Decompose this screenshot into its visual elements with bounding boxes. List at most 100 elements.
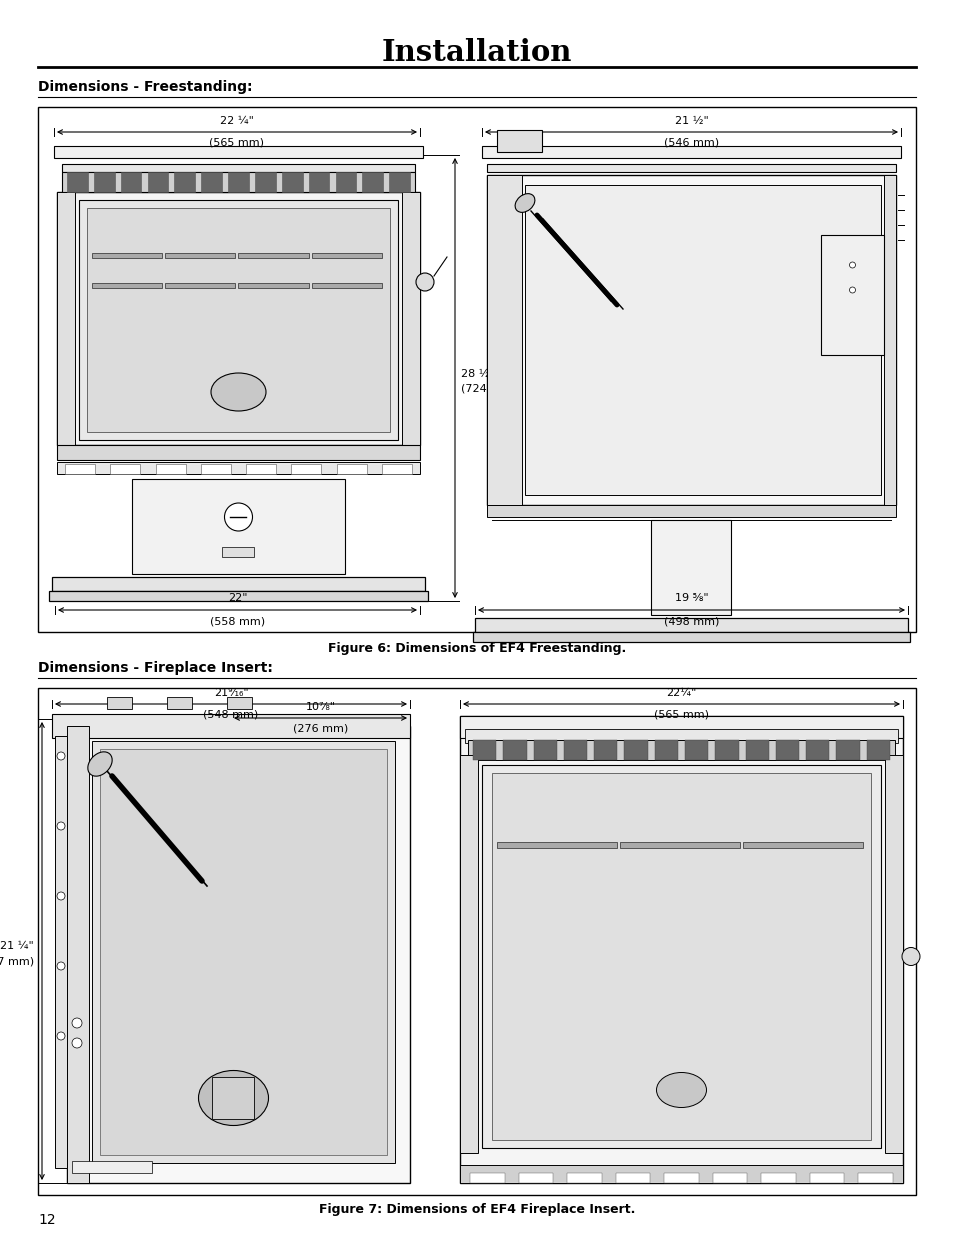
Bar [111, 464, 140, 474]
Bar [65, 464, 95, 474]
Circle shape [416, 273, 434, 291]
Bar [165, 283, 235, 288]
Bar [55, 736, 67, 1168]
Bar [459, 755, 477, 1153]
Bar [38, 107, 915, 632]
Bar [615, 1173, 650, 1183]
Text: Figure 7: Dimensions of EF4 Fireplace Insert.: Figure 7: Dimensions of EF4 Fireplace In… [318, 1203, 635, 1216]
Bar [619, 842, 740, 848]
Bar [497, 842, 617, 848]
Bar [87, 207, 390, 432]
Bar [335, 172, 355, 191]
Text: (276 mm): (276 mm) [293, 722, 348, 734]
Bar [742, 842, 862, 848]
Bar [238, 253, 309, 258]
Bar [459, 1165, 902, 1183]
Bar [459, 716, 902, 1183]
Bar [49, 592, 428, 601]
Bar [883, 175, 895, 505]
Bar [121, 172, 141, 191]
Ellipse shape [88, 752, 112, 776]
Bar [624, 740, 647, 760]
Bar [228, 172, 249, 191]
Bar [760, 1173, 795, 1183]
Bar [459, 716, 902, 739]
Circle shape [71, 1018, 82, 1028]
Bar [464, 729, 897, 743]
Bar [38, 688, 915, 1195]
Bar [148, 172, 168, 191]
Bar [107, 697, 132, 709]
Ellipse shape [198, 1071, 268, 1125]
Bar [246, 464, 276, 474]
Text: 22 ¼": 22 ¼" [220, 116, 253, 126]
Bar [486, 164, 895, 172]
Text: 28 ½": 28 ½" [460, 369, 495, 379]
Text: (548 mm): (548 mm) [203, 709, 258, 719]
Bar [492, 773, 870, 1140]
Ellipse shape [515, 194, 535, 212]
Bar [468, 740, 894, 760]
Bar [254, 172, 275, 191]
Bar [57, 191, 75, 445]
Bar [858, 1173, 892, 1183]
Bar [518, 1173, 553, 1183]
Bar [71, 1161, 152, 1173]
Bar [238, 283, 309, 288]
Bar [663, 1173, 699, 1183]
Bar [533, 740, 557, 760]
Bar [155, 464, 186, 474]
Bar [566, 1173, 601, 1183]
Bar [222, 547, 254, 557]
Bar [821, 235, 883, 354]
Bar [654, 740, 678, 760]
Text: Dimensions - Fireplace Insert:: Dimensions - Fireplace Insert: [38, 661, 273, 676]
Circle shape [57, 823, 65, 830]
Bar [200, 464, 231, 474]
Bar [381, 464, 412, 474]
Text: Installation: Installation [381, 37, 572, 67]
Bar [201, 172, 222, 191]
Text: 21⁹⁄₁₆": 21⁹⁄₁₆" [213, 688, 248, 698]
Bar [281, 172, 302, 191]
Bar [57, 445, 419, 459]
Bar [62, 172, 415, 191]
Bar [165, 253, 235, 258]
Bar [836, 740, 859, 760]
Bar [563, 740, 586, 760]
Bar [132, 479, 345, 574]
Bar [503, 740, 526, 760]
Bar [651, 520, 731, 615]
Bar [745, 740, 768, 760]
Bar [291, 464, 321, 474]
Bar [91, 283, 162, 288]
Bar [227, 697, 252, 709]
Circle shape [224, 503, 253, 531]
Bar [712, 1173, 746, 1183]
Bar [362, 172, 383, 191]
Bar [54, 146, 422, 158]
Text: 12: 12 [38, 1213, 55, 1228]
Bar [91, 741, 395, 1163]
Bar [809, 1173, 843, 1183]
Text: (565 mm): (565 mm) [654, 709, 708, 719]
Bar [67, 726, 89, 1183]
Bar [805, 740, 828, 760]
Text: 22¼": 22¼" [665, 688, 696, 698]
Ellipse shape [656, 1072, 706, 1108]
Bar [79, 200, 397, 440]
Circle shape [57, 892, 65, 900]
Bar [167, 697, 192, 709]
Bar [524, 185, 880, 495]
Circle shape [848, 262, 855, 268]
Bar [486, 505, 895, 517]
Bar [486, 175, 895, 505]
Bar [389, 172, 410, 191]
Text: 21 ¼": 21 ¼" [0, 941, 34, 951]
Bar [309, 172, 329, 191]
Text: (537 mm): (537 mm) [0, 956, 34, 966]
Bar [715, 740, 738, 760]
Circle shape [57, 1032, 65, 1040]
Text: (558 mm): (558 mm) [210, 616, 265, 626]
Bar [93, 172, 114, 191]
